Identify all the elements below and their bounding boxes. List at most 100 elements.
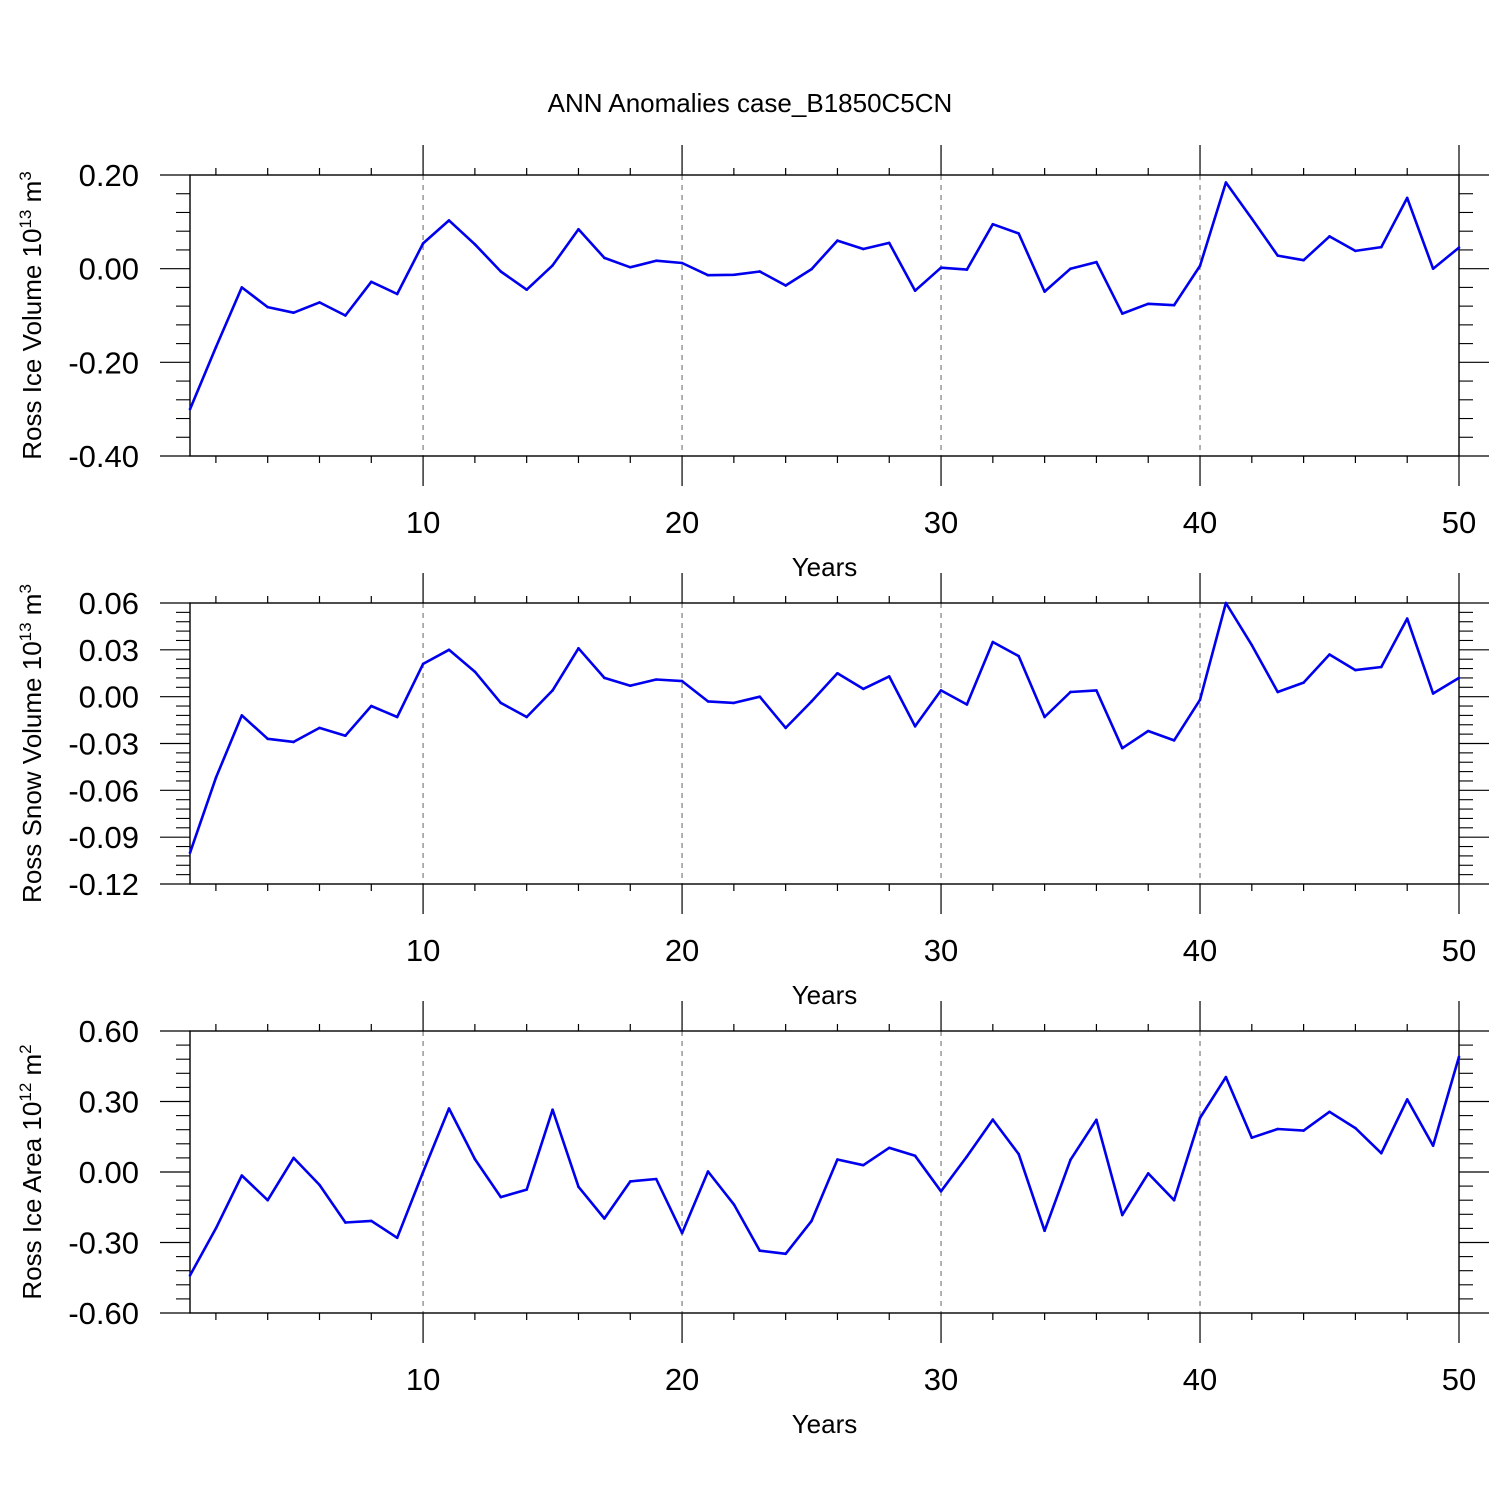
data-point [1224, 181, 1228, 184]
data-point [939, 266, 943, 270]
data-point [473, 670, 477, 673]
data-point [1302, 681, 1305, 684]
data-point [913, 1154, 917, 1158]
data-point [318, 1183, 321, 1187]
data-point [1302, 258, 1305, 262]
data-point [1405, 1098, 1409, 1101]
data-point [1328, 235, 1331, 238]
y-axis-label: Ross Snow Volume 1013 m3 [16, 584, 47, 903]
data-point [1121, 746, 1124, 750]
y-tick-label: 0.20 [79, 158, 139, 193]
y-axis-label: Ross Ice Area 1012 m2 [16, 1044, 47, 1299]
data-point [1121, 312, 1124, 315]
x-tick-label: 20 [665, 1362, 699, 1397]
data-point [1017, 232, 1021, 235]
data-point [577, 646, 580, 650]
plot-frame [189, 602, 1460, 885]
data-point [1069, 1158, 1072, 1162]
data-point [1198, 1116, 1202, 1120]
data-point [525, 715, 528, 719]
data-point [395, 292, 399, 296]
data-point [1354, 668, 1357, 672]
data-point [758, 1249, 762, 1253]
data-point [603, 256, 606, 260]
data-point [784, 1252, 787, 1256]
data-point [1380, 1151, 1383, 1155]
data-point [887, 241, 891, 245]
y-axis-label: Ross Ice Volume 1013 m3 [16, 171, 47, 460]
data-point [1250, 1136, 1254, 1139]
data-point [447, 219, 451, 222]
y-axis-label-main: Ross Ice Area 10 [17, 1102, 47, 1300]
series-line [188, 601, 1460, 854]
plot-frame [189, 1030, 1460, 1314]
data-point [654, 1177, 658, 1181]
data-point [1276, 690, 1280, 694]
data-point [939, 689, 943, 692]
data-point [913, 289, 917, 292]
data-point [836, 239, 839, 242]
data-point [1224, 1075, 1228, 1079]
data-point [758, 270, 762, 273]
data-point [887, 1146, 891, 1150]
y-tick-label: 0.30 [79, 1085, 139, 1120]
y-tick-label: 0.00 [79, 680, 139, 715]
data-point [862, 247, 865, 251]
y-tick-label: -0.09 [68, 820, 139, 855]
y-tick-label: -0.40 [68, 439, 139, 474]
y-axis-label-unit-exponent: 3 [16, 171, 35, 180]
data-point [499, 270, 503, 273]
data-point [240, 1174, 244, 1177]
data-point [1431, 692, 1435, 695]
data-point [1328, 653, 1331, 656]
data-point [603, 676, 606, 680]
data-point [188, 851, 192, 855]
y-tick-label: 0.00 [79, 1155, 139, 1190]
data-point [1457, 676, 1461, 680]
data-point [266, 305, 269, 309]
y-tick-label: 0.03 [79, 633, 139, 668]
y-tick-label: -0.20 [68, 345, 139, 380]
series-line [188, 181, 1460, 410]
y-tick-label: -0.06 [68, 773, 139, 808]
data-point [292, 311, 295, 314]
y-tick-label: 0.60 [79, 1014, 139, 1049]
data-point [551, 1108, 554, 1112]
data-point [499, 1195, 503, 1199]
x-tick-label: 40 [1183, 505, 1217, 540]
data-point [810, 267, 813, 271]
data-point [447, 648, 451, 652]
data-point [1457, 1055, 1461, 1059]
data-point [784, 284, 787, 287]
y-axis-label-main: Ross Snow Volume 10 [17, 641, 47, 903]
data-point [862, 1163, 865, 1167]
data-point [395, 715, 399, 719]
y-tick-label: -0.12 [68, 867, 139, 902]
figure-title: ANN Anomalies case_B1850C5CN [548, 88, 953, 118]
x-tick-label: 30 [924, 933, 958, 968]
x-tick-label: 10 [406, 505, 440, 540]
data-point [1043, 1229, 1046, 1233]
y-axis-label-exponent: 12 [16, 1083, 35, 1102]
data-point [473, 1157, 477, 1161]
data-point [240, 714, 244, 717]
y-axis-label-exponent: 13 [16, 210, 35, 229]
data-point [706, 1170, 710, 1173]
data-point [991, 1118, 995, 1121]
data-point [628, 1180, 632, 1183]
data-point [1095, 1118, 1098, 1122]
data-point [421, 1170, 425, 1174]
data-point [1121, 1213, 1124, 1217]
data-point [577, 228, 580, 231]
data-point [1043, 290, 1046, 293]
data-point [577, 1185, 580, 1189]
data-point [395, 1236, 399, 1240]
y-axis-label-unit-exponent: 3 [16, 584, 35, 593]
data-point [1146, 729, 1150, 733]
data-point [369, 280, 373, 284]
data-point [1431, 1144, 1435, 1147]
data-point [1069, 267, 1072, 270]
y-axis-label-unit: m [17, 594, 47, 623]
data-point [318, 301, 321, 304]
